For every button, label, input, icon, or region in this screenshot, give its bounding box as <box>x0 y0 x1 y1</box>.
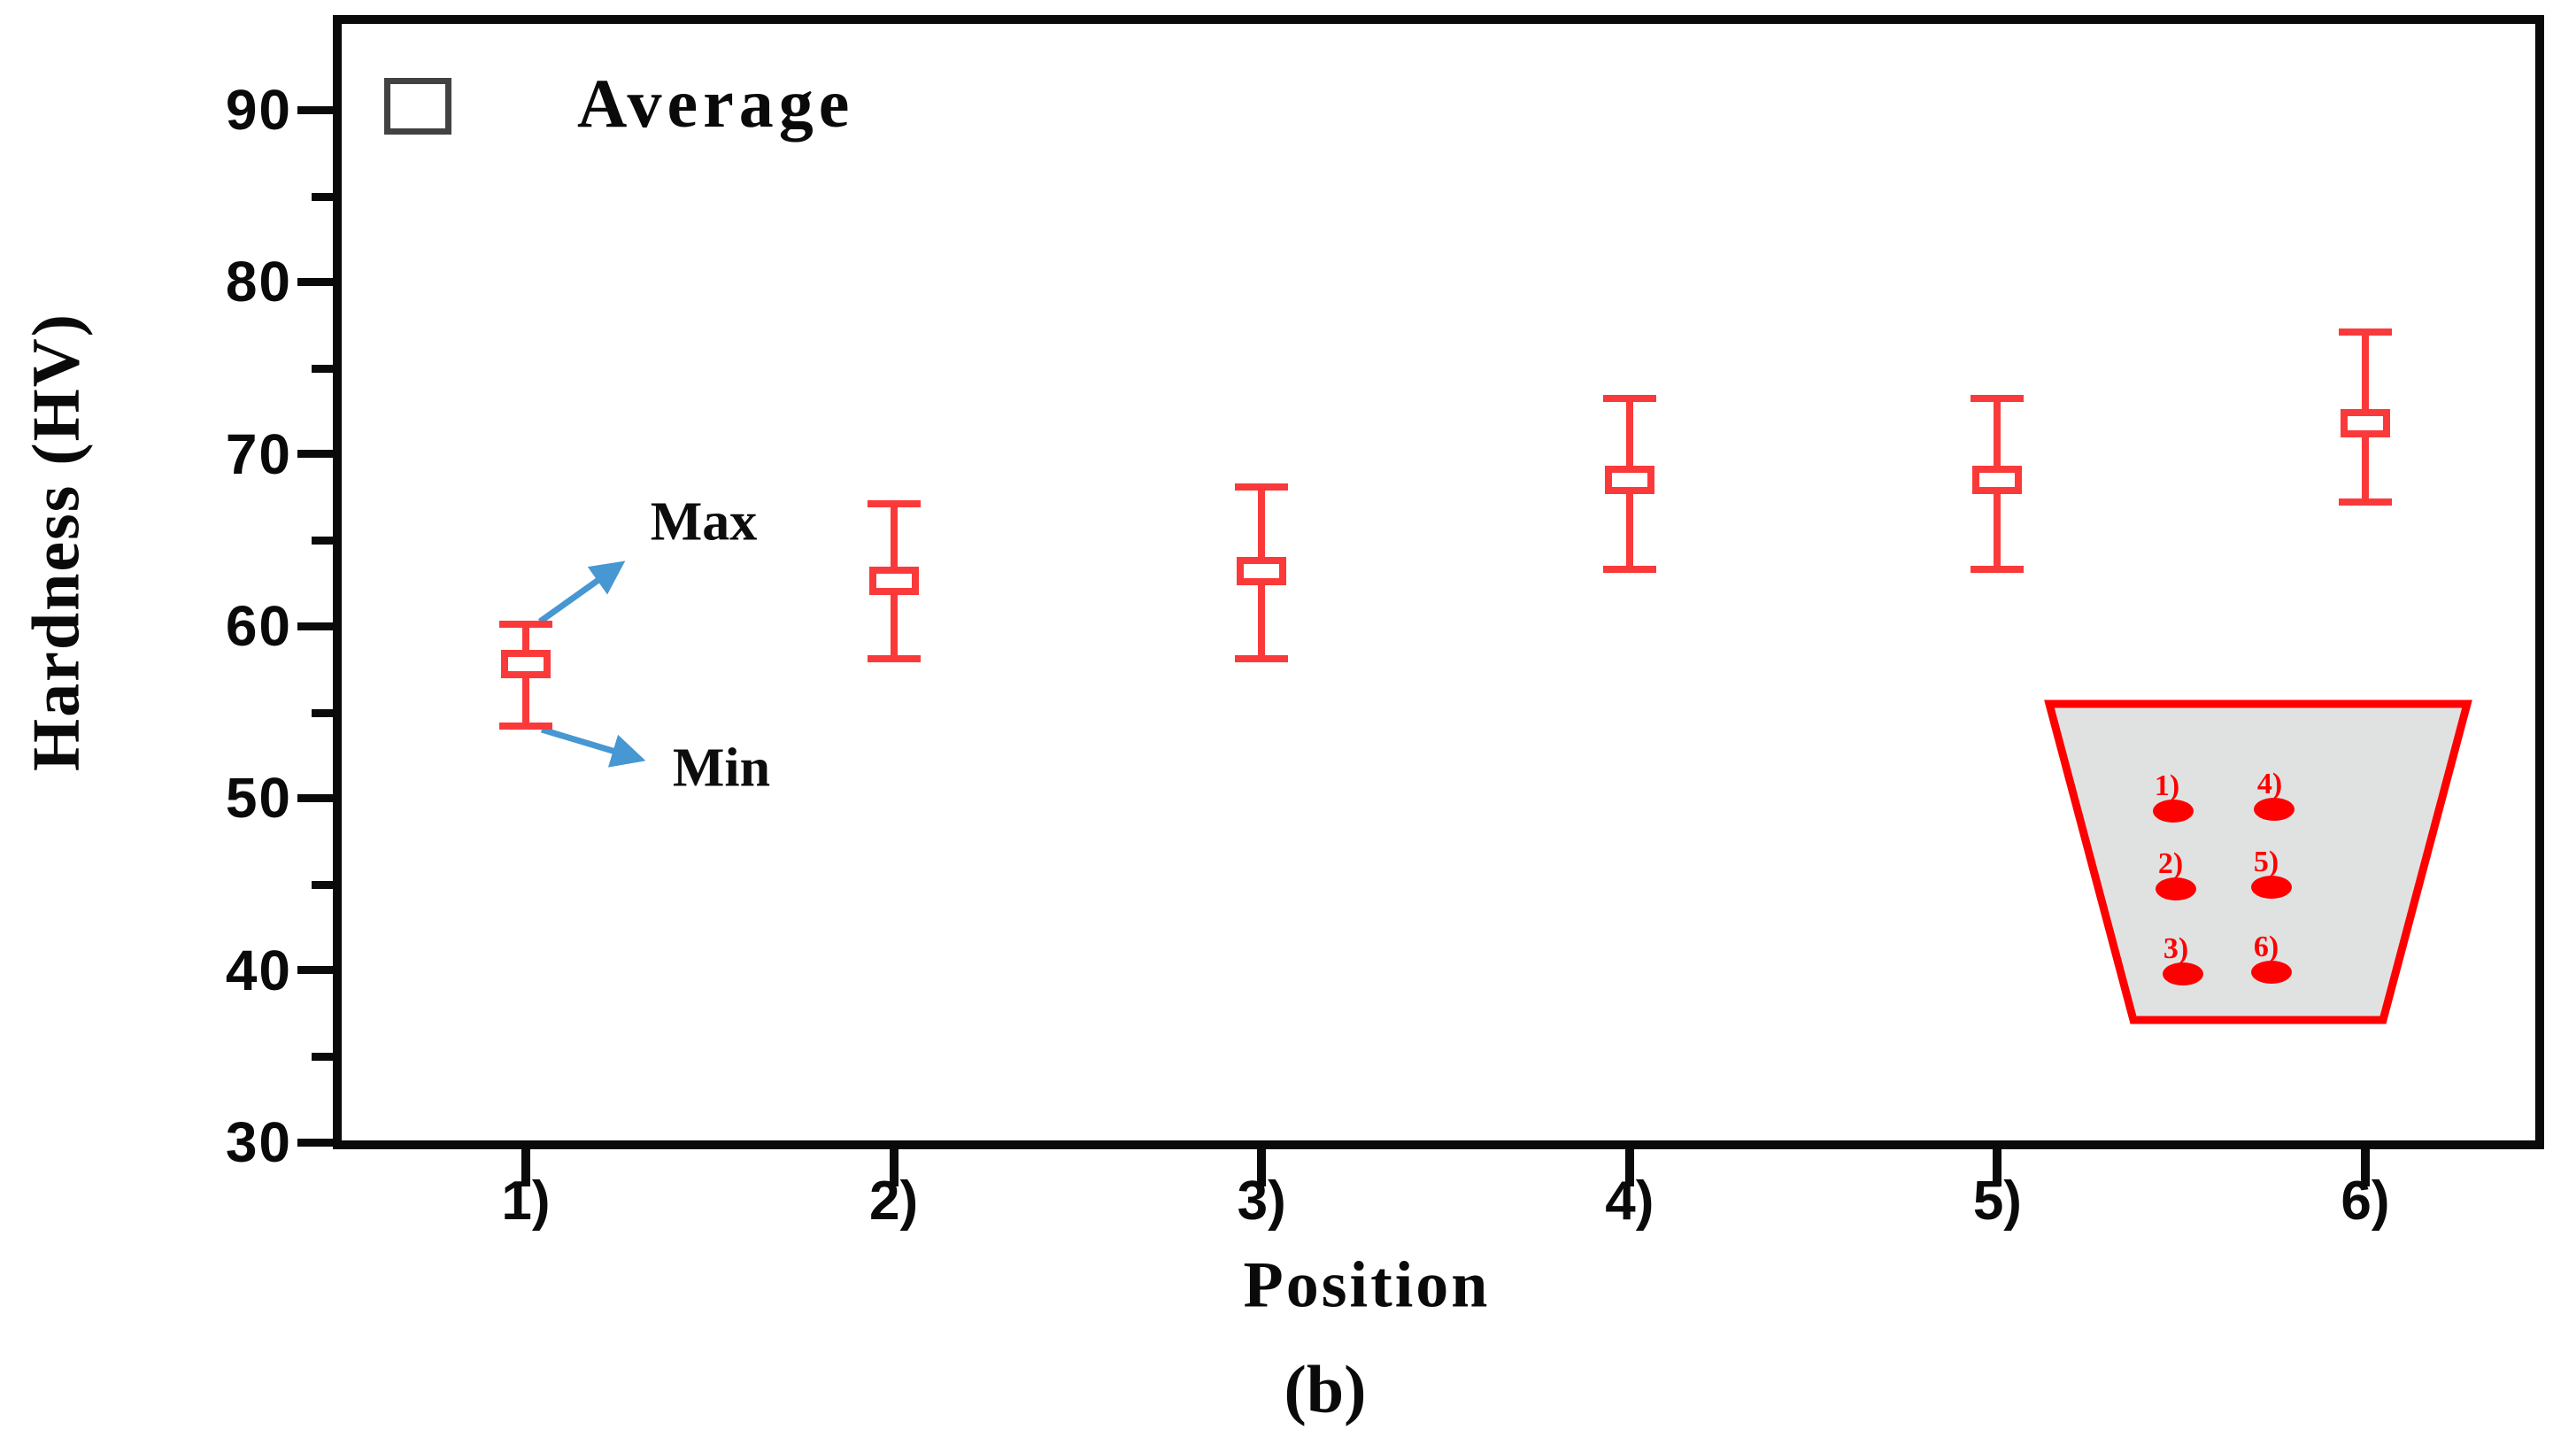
x-major-tick <box>1257 1149 1267 1186</box>
y-major-tick <box>297 622 333 630</box>
y-major-tick <box>297 450 333 459</box>
error-bar-cap-max <box>867 500 921 508</box>
y-tick-label: 80 <box>225 250 292 314</box>
x-tick-label: 3) <box>1237 1171 1286 1232</box>
average-marker <box>2341 408 2390 437</box>
y-tick-label: 90 <box>225 78 292 143</box>
x-tick-label: 1) <box>501 1171 551 1232</box>
average-marker <box>868 567 919 596</box>
inset-indent-dot <box>2163 962 2203 985</box>
average-marker <box>1972 465 2023 494</box>
error-bar-cap-max <box>1971 395 2025 403</box>
x-major-tick <box>521 1149 530 1186</box>
error-bar-cap-min <box>1235 654 1289 662</box>
error-bar-cap-max <box>499 621 552 629</box>
error-bar-cap-max <box>2339 328 2392 336</box>
inset-indent-dot <box>2251 961 2292 984</box>
figure-caption: (b) <box>1284 1352 1367 1427</box>
average-marker <box>1604 465 1654 494</box>
inset-indent-label: 2) <box>2157 847 2184 880</box>
x-major-tick <box>1624 1149 1634 1186</box>
inset-indent-label: 3) <box>2163 932 2189 965</box>
error-bar-cap-min <box>499 722 552 730</box>
y-major-tick <box>297 966 333 975</box>
legend-label: Average <box>577 65 855 142</box>
average-marker <box>501 649 551 678</box>
inset-indent-dot <box>2156 877 2196 900</box>
error-bar-cap-max <box>1235 483 1289 491</box>
error-bar-cap-min <box>867 654 921 662</box>
x-tick-label: 5) <box>1972 1171 2022 1232</box>
inset-indent-label: 6) <box>2253 931 2279 963</box>
y-minor-tick <box>312 192 333 201</box>
inset-indent-dot <box>2254 798 2294 821</box>
y-minor-tick <box>312 365 333 373</box>
error-bar-cap-min <box>1602 565 1656 573</box>
y-tick-label: 30 <box>225 1110 292 1174</box>
legend-open-square-icon <box>384 78 451 135</box>
y-tick-label: 70 <box>225 421 292 486</box>
inset-indent-label: 4) <box>2256 768 2283 800</box>
error-bar-cap-min <box>1971 565 2025 573</box>
x-major-tick <box>1993 1149 2002 1186</box>
y-minor-tick <box>312 708 333 717</box>
error-bar-cap-min <box>2339 498 2392 506</box>
min-annotation: Min <box>672 738 771 799</box>
x-major-tick <box>889 1149 899 1186</box>
y-tick-label: 40 <box>225 938 292 1002</box>
y-major-tick <box>297 105 333 114</box>
y-minor-tick <box>312 537 333 545</box>
inset-indent-label: 5) <box>2253 846 2279 878</box>
inset-indent-dot <box>2251 876 2292 899</box>
y-tick-label: 50 <box>225 766 292 831</box>
x-tick-label: 2) <box>869 1171 919 1232</box>
plot-frame <box>333 15 2544 1149</box>
inset-indent-label: 1) <box>2154 769 2180 802</box>
x-tick-label: 6) <box>2341 1171 2390 1232</box>
max-annotation: Max <box>650 491 758 552</box>
y-axis-title: Hardness (HV) <box>19 313 94 771</box>
y-minor-tick <box>312 1053 333 1062</box>
error-bar-cap-max <box>1602 395 1656 403</box>
y-tick-label: 60 <box>225 594 292 658</box>
inset-indent-dot <box>2153 800 2194 823</box>
x-axis-title: Position <box>1243 1248 1491 1322</box>
y-major-tick <box>297 1138 333 1147</box>
x-major-tick <box>2361 1149 2370 1186</box>
y-major-tick <box>297 793 333 802</box>
x-tick-label: 4) <box>1605 1171 1654 1232</box>
y-major-tick <box>297 277 333 286</box>
y-minor-tick <box>312 881 333 889</box>
average-marker <box>1237 556 1287 585</box>
